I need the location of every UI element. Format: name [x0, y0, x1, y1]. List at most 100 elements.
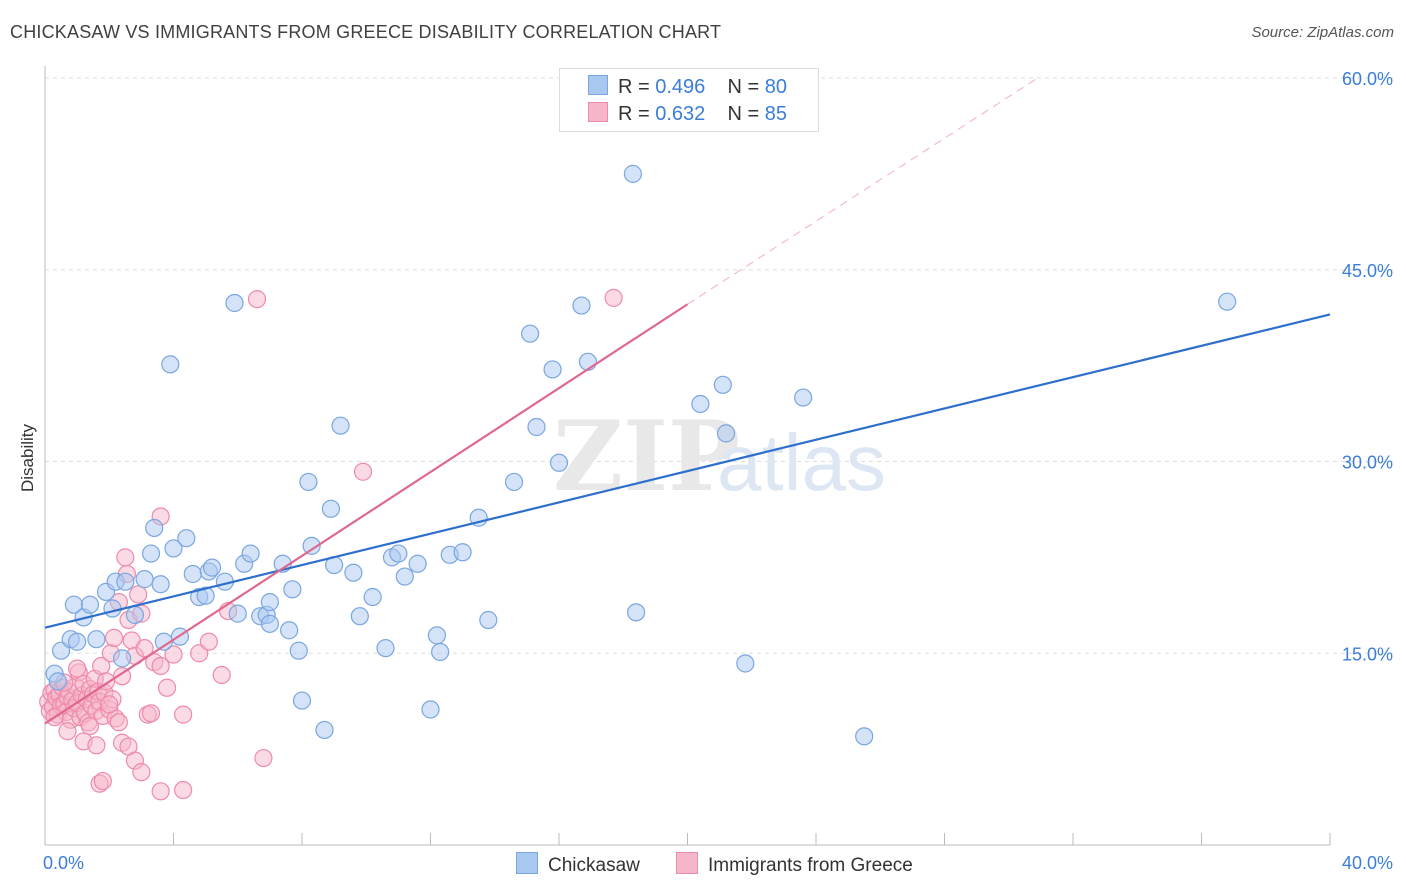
data-point-chickasaw — [389, 544, 408, 563]
data-point-greece — [353, 462, 373, 481]
data-point-greece — [129, 585, 148, 604]
data-point-chickasaw — [161, 355, 180, 374]
data-point-chickasaw — [103, 599, 122, 618]
data-point-chickasaw — [363, 587, 382, 607]
data-point-chickasaw — [202, 558, 222, 577]
data-point-greece — [68, 659, 87, 678]
data-point-chickasaw — [68, 632, 87, 651]
data-point-chickasaw — [331, 416, 350, 435]
data-point-greece — [254, 748, 273, 768]
data-point-chickasaw — [794, 388, 813, 407]
correlation-legend: R = 0.496 N = 80 R = 0.632 N = 85 — [559, 68, 819, 132]
data-point-chickasaw — [302, 536, 321, 555]
data-point-chickasaw — [80, 595, 100, 614]
data-point-greece — [247, 290, 267, 309]
bottom-legend-swatch-chickasaw — [516, 852, 538, 874]
y-tick-label: 60.0% — [1342, 69, 1393, 89]
data-point-chickasaw — [504, 472, 524, 492]
bottom-legend-label-greece: Immigrants from Greece — [708, 855, 913, 876]
legend-swatch-chickasaw — [588, 75, 608, 95]
legend-n-value-greece: 85 — [764, 103, 788, 125]
data-point-chickasaw — [1218, 292, 1237, 311]
legend-n-label: N = — [727, 103, 760, 125]
data-point-chickasaw — [125, 605, 145, 625]
data-point-chickasaw — [87, 630, 106, 649]
data-point-chickasaw — [578, 352, 598, 371]
data-point-greece — [174, 705, 193, 724]
bottom-legend-greece: Immigrants from Greece — [676, 852, 913, 877]
legend-row-greece: R = 0.632 N = 85 — [588, 102, 787, 126]
data-point-chickasaw — [691, 394, 710, 414]
data-point-chickasaw — [408, 554, 427, 573]
data-point-chickasaw — [151, 575, 170, 594]
data-point-chickasaw — [321, 499, 341, 518]
data-point-chickasaw — [260, 593, 279, 612]
legend-swatch-greece — [588, 102, 608, 122]
data-point-chickasaw — [112, 649, 132, 668]
data-point-chickasaw — [520, 324, 540, 343]
legend-row-chickasaw: R = 0.496 N = 80 — [588, 75, 787, 99]
series-chickasaw-points — [45, 164, 1237, 746]
y-tick-label: 30.0% — [1342, 453, 1393, 473]
trend-line-chickasaw — [44, 313, 1331, 629]
data-point-greece — [174, 780, 193, 800]
data-point-greece — [132, 763, 151, 782]
bottom-legend-label-chickasaw: Chickasaw — [548, 855, 640, 876]
watermark-atlas: atlas — [717, 418, 886, 507]
trend-line-greece — [44, 303, 689, 725]
data-point-chickasaw — [626, 603, 646, 622]
legend-r-value-greece: 0.632 — [655, 103, 706, 125]
data-point-chickasaw — [183, 564, 202, 584]
axes — [44, 66, 1331, 846]
legend-n-value-chickasaw: 80 — [764, 76, 788, 98]
data-point-chickasaw — [228, 604, 247, 623]
data-point-chickasaw — [527, 417, 546, 437]
data-point-greece — [135, 639, 154, 658]
series-immigrants-from-greece-points — [39, 288, 623, 801]
data-point-chickasaw — [116, 572, 135, 591]
data-point-chickasaw — [135, 570, 154, 589]
data-point-chickasaw — [713, 375, 732, 394]
data-point-chickasaw — [145, 518, 164, 538]
data-point-chickasaw — [141, 544, 161, 563]
data-point-chickasaw — [48, 672, 67, 691]
legend-r-label: R = — [618, 76, 650, 98]
data-point-greece — [109, 713, 128, 732]
data-point-greece — [212, 665, 231, 685]
data-point-greece — [604, 288, 623, 307]
data-point-chickasaw — [736, 654, 755, 673]
x-tick-label: 0.0% — [43, 853, 84, 873]
data-point-chickasaw — [549, 453, 569, 472]
data-point-greece — [157, 678, 177, 697]
data-point-greece — [93, 771, 112, 791]
data-point-chickasaw — [196, 586, 215, 605]
data-point-chickasaw — [225, 293, 244, 313]
watermark-zip: ZIP — [553, 400, 740, 513]
data-point-chickasaw — [164, 539, 183, 558]
data-point-chickasaw — [543, 360, 562, 379]
data-point-chickasaw — [280, 621, 299, 640]
bottom-legend-swatch-greece — [676, 852, 698, 874]
data-point-chickasaw — [241, 544, 260, 563]
y-axis-label: Disability — [18, 423, 37, 492]
data-point-chickasaw — [572, 296, 591, 315]
legend-r-label: R = — [618, 103, 650, 125]
data-point-chickasaw — [315, 720, 334, 740]
data-point-chickasaw — [479, 610, 498, 630]
data-point-chickasaw — [350, 607, 369, 626]
data-point-greece — [87, 736, 106, 755]
tick-labels: 15.0% 30.0% 45.0% 60.0% 0.0% 40.0% — [43, 69, 1393, 873]
data-point-chickasaw — [395, 567, 414, 586]
data-point-chickasaw — [260, 614, 279, 633]
legend-r-value-chickasaw: 0.496 — [655, 76, 706, 98]
data-point-chickasaw — [716, 424, 736, 443]
data-point-greece — [199, 632, 218, 651]
data-point-chickasaw — [292, 691, 312, 710]
source-label: Source: ZipAtlas.com — [1251, 24, 1394, 41]
data-point-chickasaw — [289, 641, 308, 660]
data-point-chickasaw — [855, 727, 874, 746]
data-point-chickasaw — [623, 164, 642, 183]
data-point-chickasaw — [283, 580, 302, 599]
data-point-greece — [80, 717, 100, 736]
